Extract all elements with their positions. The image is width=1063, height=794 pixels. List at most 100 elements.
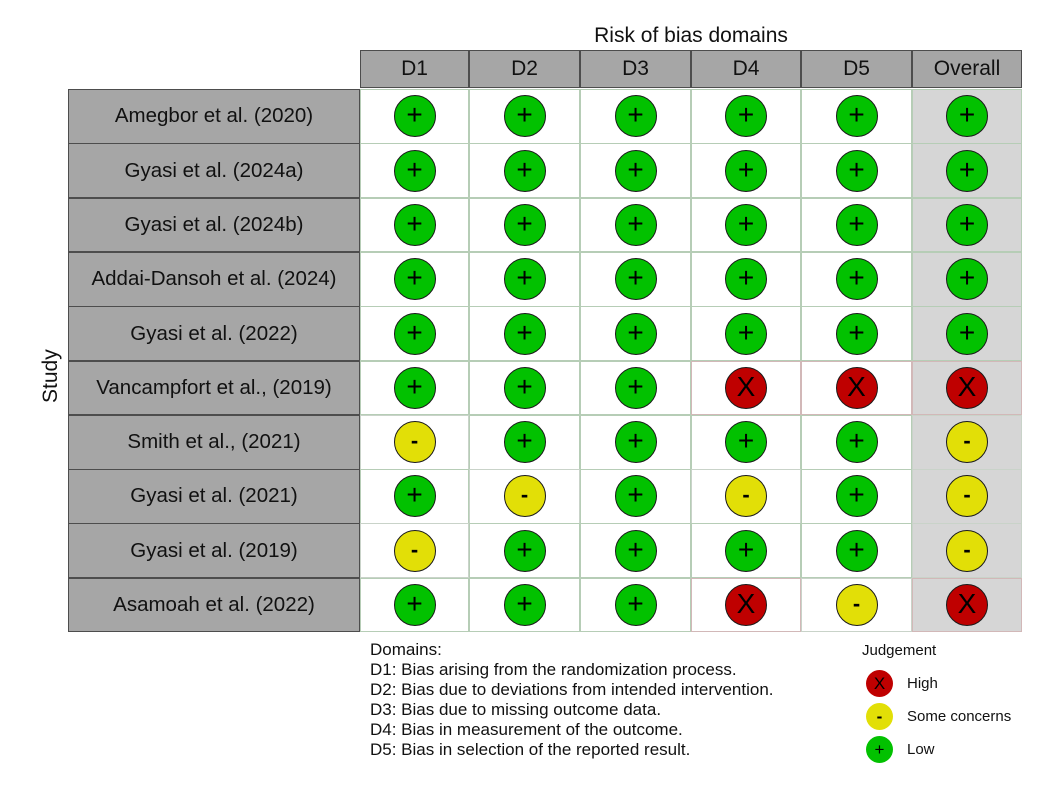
low-risk-icon: + <box>946 95 988 138</box>
judgement-cell: + <box>580 197 691 253</box>
study-label: Gyasi et al. (2021) <box>68 469 360 524</box>
judgement-symbol: + <box>848 153 865 185</box>
judgement-symbol: + <box>406 316 423 348</box>
legend-label-some-concerns: Some concerns <box>907 708 1012 725</box>
judgement-cell: - <box>912 523 1022 579</box>
judgement-cell: + <box>360 197 469 253</box>
judgement-symbol: + <box>627 316 644 348</box>
judgement-symbol: - <box>963 482 971 508</box>
judgement-cell: + <box>580 360 691 416</box>
judgement-symbol: - <box>520 482 529 508</box>
judgement-symbol: + <box>406 99 423 131</box>
judgement-cell: + <box>360 143 469 199</box>
study-label: Gyasi et al. (2024b) <box>68 197 360 253</box>
chart-title: Risk of bias domains <box>594 24 788 47</box>
some-concerns-icon: - <box>835 584 878 627</box>
judgement-cell: + <box>691 523 801 579</box>
judgement-symbol: + <box>406 370 423 402</box>
low-risk-icon: + <box>614 258 657 301</box>
judgement-cell: + <box>469 197 580 253</box>
study-label: Vancampfort et al., (2019) <box>68 360 360 416</box>
judgement-symbol: - <box>410 428 419 454</box>
judgement-symbol: + <box>848 533 865 565</box>
judgement-cell: + <box>360 306 469 361</box>
judgement-cell: - <box>691 469 801 524</box>
low-risk-icon: + <box>725 203 767 246</box>
judgement-cell: + <box>691 89 801 144</box>
low-risk-icon: + <box>393 366 436 409</box>
judgement-cell: + <box>912 143 1022 199</box>
low-risk-icon: + <box>393 312 436 355</box>
low-risk-icon: + <box>393 95 436 138</box>
judgement-cell: + <box>469 306 580 361</box>
low-risk-icon: + <box>503 584 546 627</box>
judgement-symbol: + <box>406 588 423 620</box>
judgement-cell: - <box>912 414 1022 470</box>
low-risk-icon: + <box>835 312 878 355</box>
judgement-cell: + <box>691 251 801 307</box>
judgement-symbol: + <box>737 316 755 348</box>
low-risk-icon: + <box>503 366 546 409</box>
judgement-legend-title: Judgement <box>862 642 937 659</box>
legend-label-low: Low <box>907 741 935 758</box>
judgement-symbol: + <box>516 99 533 131</box>
judgement-symbol: + <box>958 99 976 131</box>
judgement-cell: - <box>360 414 469 470</box>
low-risk-icon: + <box>725 149 767 192</box>
judgement-cell: + <box>360 251 469 307</box>
column-header-d3: D3 <box>580 50 691 88</box>
judgement-cell: + <box>801 89 912 144</box>
judgement-symbol: X <box>736 588 756 620</box>
judgement-cell: + <box>691 143 801 199</box>
judgement-cell: X <box>691 360 801 416</box>
judgement-symbol: X <box>957 370 977 402</box>
judgement-cell: + <box>801 143 912 199</box>
some-concerns-icon: - <box>946 421 988 464</box>
column-header-d2: D2 <box>469 50 580 88</box>
high-risk-icon: X <box>946 584 988 627</box>
some-concerns-icon: - <box>946 475 988 518</box>
domain-description-d1: D1: Bias arising from the randomization … <box>370 660 737 679</box>
low-risk-icon: + <box>835 529 878 572</box>
judgement-symbol: + <box>958 316 976 348</box>
judgement-cell: X <box>691 577 801 633</box>
low-risk-icon: + <box>725 421 767 464</box>
judgement-symbol: - <box>410 536 419 562</box>
judgement-symbol: + <box>737 207 755 239</box>
judgement-cell: X <box>912 577 1022 633</box>
judgement-symbol: - <box>963 536 971 562</box>
judgement-cell: - <box>469 469 580 524</box>
low-risk-icon: + <box>614 366 657 409</box>
low-risk-icon: + <box>503 203 546 246</box>
judgement-cell: + <box>469 143 580 199</box>
judgement-symbol: + <box>627 262 644 294</box>
judgement-cell: X <box>912 360 1022 416</box>
judgement-symbol: + <box>627 479 644 511</box>
judgement-cell: X <box>801 360 912 416</box>
low-risk-icon: + <box>835 475 878 518</box>
judgement-symbol: + <box>627 207 644 239</box>
low-risk-icon: + <box>835 203 878 246</box>
judgement-symbol: X <box>847 370 866 402</box>
low-risk-icon: + <box>393 203 436 246</box>
low-risk-icon: + <box>725 312 767 355</box>
domain-description-d5: D5: Bias in selection of the reported re… <box>370 740 691 759</box>
judgement-symbol: + <box>516 262 533 294</box>
low-risk-icon: + <box>503 149 546 192</box>
column-header-overall: Overall <box>912 50 1022 88</box>
judgement-cell: + <box>580 89 691 144</box>
study-label: Asamoah et al. (2022) <box>68 577 360 633</box>
judgement-symbol: + <box>737 262 755 294</box>
judgement-cell: + <box>912 89 1022 144</box>
judgement-cell: + <box>691 414 801 470</box>
low-risk-icon: + <box>503 421 546 464</box>
judgement-symbol: + <box>958 207 976 239</box>
judgement-cell: + <box>580 469 691 524</box>
judgement-cell: + <box>801 306 912 361</box>
judgement-symbol: + <box>737 153 755 185</box>
high-risk-icon: X <box>835 366 878 409</box>
judgement-cell: + <box>801 197 912 253</box>
low-risk-icon: + <box>614 312 657 355</box>
judgement-symbol: X <box>957 588 977 620</box>
judgement-cell: + <box>580 577 691 633</box>
